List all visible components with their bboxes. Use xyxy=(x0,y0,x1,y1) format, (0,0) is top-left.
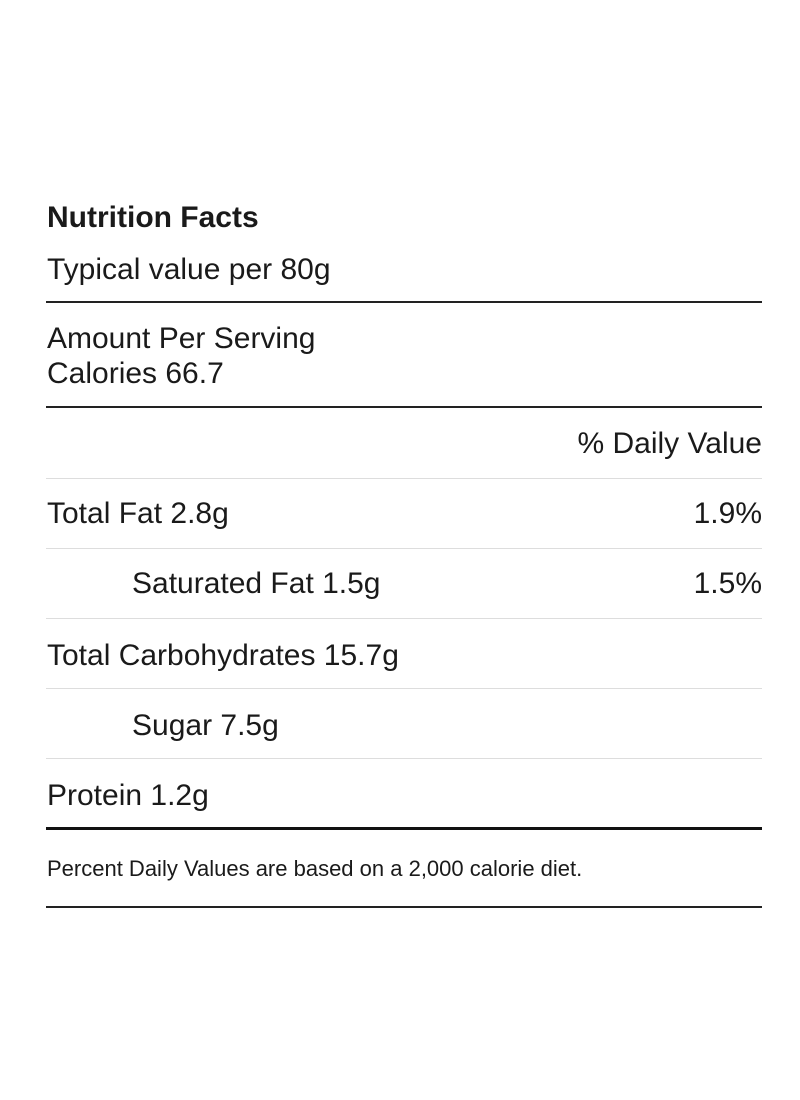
calories: Calories 66.7 xyxy=(47,357,224,390)
row-divider xyxy=(46,758,762,759)
divider xyxy=(46,406,762,408)
nutrient: Saturated Fat 1.5g xyxy=(132,567,381,600)
serving-label: Amount Per Serving xyxy=(47,322,316,355)
nutrient: Sugar 7.5g xyxy=(132,709,279,742)
daily-value: 1.9% xyxy=(693,497,762,530)
row-divider xyxy=(46,478,762,479)
nutrient: Protein 1.2g xyxy=(47,779,209,812)
column-header: % Daily Value xyxy=(577,427,762,460)
title: Nutrition Facts xyxy=(47,201,259,234)
daily-value: 1.5% xyxy=(693,567,762,600)
row-divider xyxy=(46,548,762,549)
divider xyxy=(46,906,762,908)
subtitle: Typical value per 80g xyxy=(47,253,331,286)
divider xyxy=(46,827,762,830)
divider xyxy=(46,301,762,303)
nutrient: Total Fat 2.8g xyxy=(47,497,229,530)
row-divider xyxy=(46,688,762,689)
nutrient: Total Carbohydrates 15.7g xyxy=(47,639,399,672)
row-divider xyxy=(46,618,762,619)
footnote: Percent Daily Values are based on a 2,00… xyxy=(47,856,583,881)
